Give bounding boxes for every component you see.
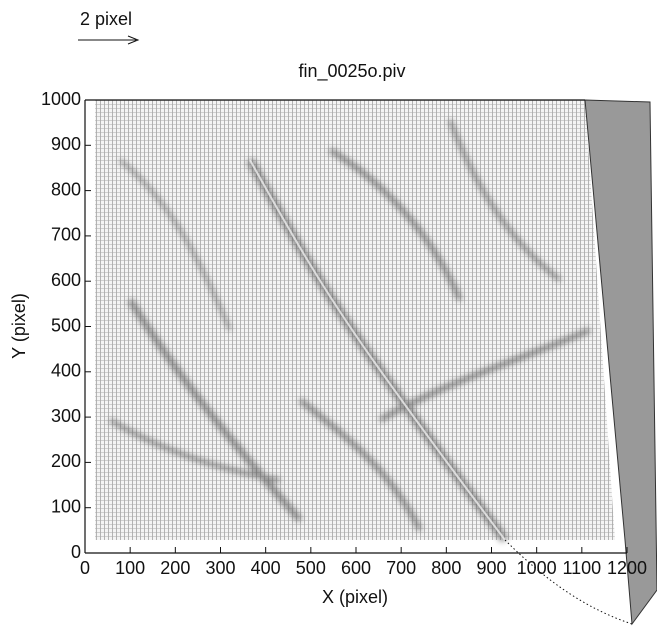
x-tick-label: 600 [341, 558, 371, 578]
y-tick-label: 900 [51, 134, 81, 154]
y-tick-label: 200 [51, 451, 81, 471]
x-tick-label: 300 [205, 558, 235, 578]
y-tick-label: 500 [51, 315, 81, 335]
y-tick-label: 100 [51, 496, 81, 516]
x-tick-label: 800 [431, 558, 461, 578]
y-tick-label: 300 [51, 406, 81, 426]
x-tick-label: 1100 [562, 558, 601, 578]
gray-wedge [584, 99, 657, 626]
y-tick-label: 700 [51, 225, 81, 245]
chart-title: fin_0025o.piv [298, 61, 405, 82]
x-tick-label: 900 [476, 558, 506, 578]
y-tick-label: 800 [51, 179, 81, 199]
dotted-curve [504, 539, 633, 625]
x-tick-label: 700 [386, 558, 416, 578]
x-tick-label: 500 [296, 558, 326, 578]
scale-label: 2 pixel [80, 9, 132, 29]
x-tick-label: 1000 [517, 558, 557, 578]
x-tick-label: 1200 [607, 558, 647, 578]
x-tick-label: 200 [160, 558, 190, 578]
y-tick-label: 1000 [41, 89, 81, 109]
y-axis-label: Y (pixel) [9, 293, 29, 359]
x-tick-label: 100 [115, 558, 145, 578]
scale-arrow-head [127, 35, 140, 45]
x-tick-label: 0 [80, 558, 90, 578]
y-tick-label: 600 [51, 270, 81, 290]
x-axis-label: X (pixel) [322, 587, 388, 607]
x-tick-label: 400 [251, 558, 281, 578]
vector-field [95, 100, 615, 543]
y-tick-label: 0 [71, 542, 81, 562]
y-tick-label: 400 [51, 361, 81, 381]
